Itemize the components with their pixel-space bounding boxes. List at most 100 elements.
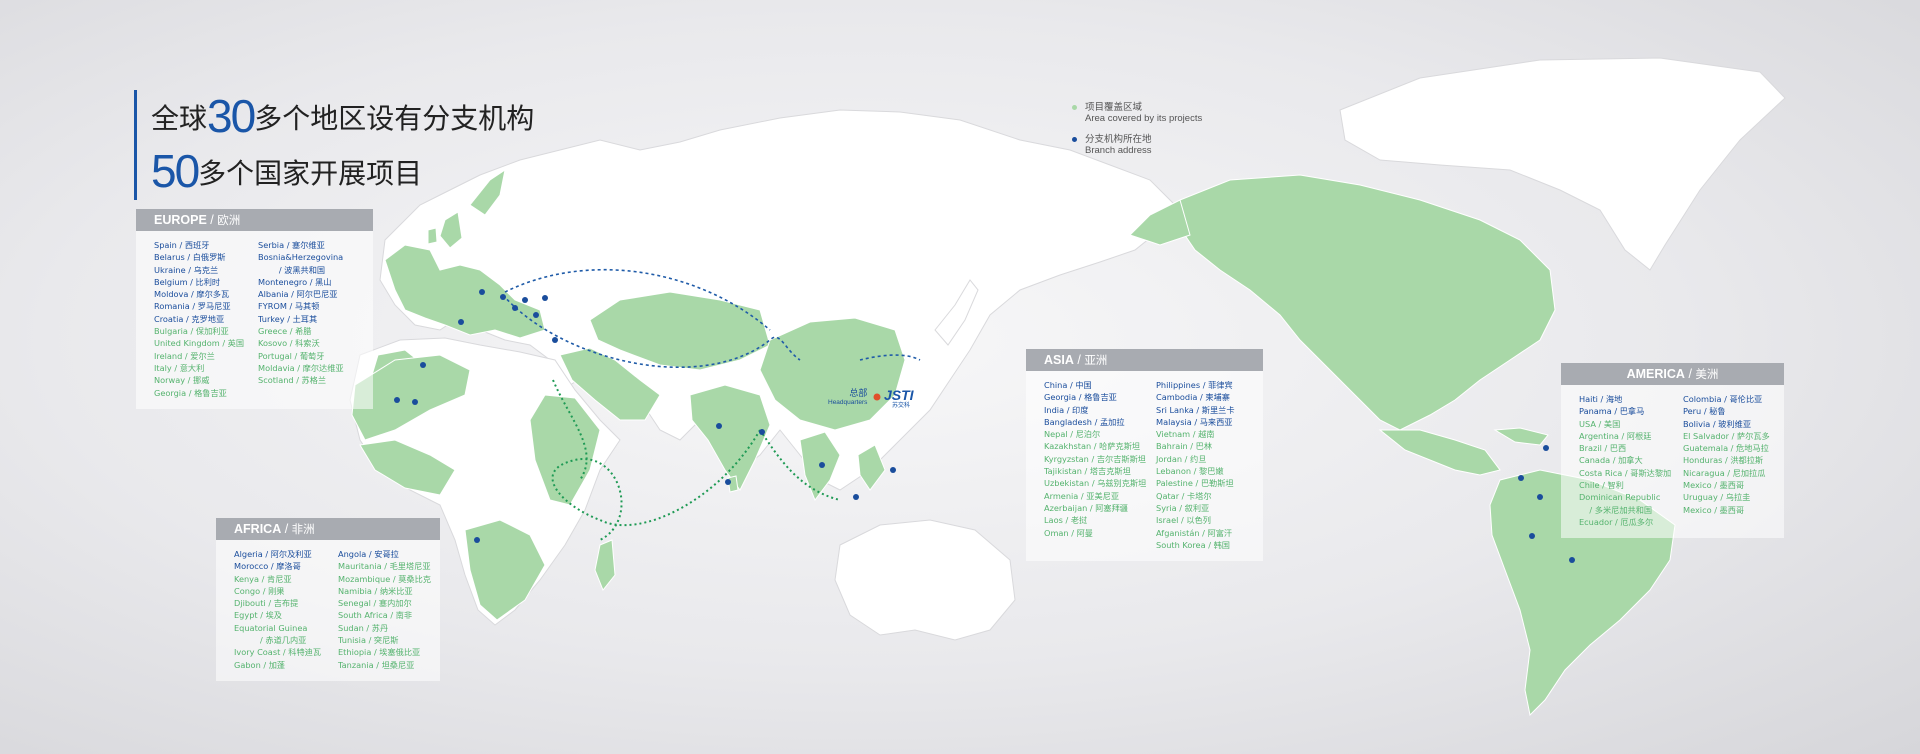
panel-america-title-zh: 美洲	[1695, 367, 1719, 381]
country-item: China / 中国	[1044, 380, 1092, 390]
country-item: Vietnam / 越南	[1156, 429, 1215, 440]
eurasia-landmass	[379, 109, 1176, 491]
country-item: Senegal / 塞内加尔	[338, 598, 412, 609]
country-item: Angola / 安哥拉	[338, 549, 399, 559]
panel-africa-header: AFRICA / 非洲	[216, 518, 440, 540]
coverage-europe	[384, 244, 546, 339]
branch-dot	[853, 494, 859, 500]
branch-dot	[458, 319, 464, 325]
country-item: Canada / 加拿大	[1579, 455, 1643, 466]
country-item: Oman / 阿曼	[1044, 527, 1093, 538]
coverage-china	[759, 317, 906, 431]
country-item: Haiti / 海地	[1579, 394, 1623, 404]
branch-dot	[412, 399, 418, 405]
country-item: Tunisia / 突尼斯	[338, 635, 399, 646]
panel-africa-title-en: AFRICA	[234, 522, 282, 536]
country-item: Albania / 阿尔巴尼亚	[258, 289, 338, 300]
country-item: Armenia / 亚美尼亚	[1044, 490, 1120, 501]
route-india-southeast-asia	[759, 429, 841, 501]
branch-dot	[512, 305, 518, 311]
country-item: / 多米尼加共和国	[1579, 504, 1653, 515]
country-item: Ireland / 爱尔兰	[154, 350, 215, 361]
coverage-uk-ireland	[427, 211, 463, 249]
country-item: Georgia / 格鲁吉亚	[154, 387, 227, 398]
company-logo-sub: 苏交科	[892, 403, 911, 409]
coverage-west-africa	[359, 439, 456, 496]
branch-dot	[552, 337, 558, 343]
country-item: Costa Rica / 哥斯达黎加	[1579, 467, 1672, 478]
headline-line-1: 全球30多个地区设有分支机构	[151, 90, 534, 145]
country-item: Malaysia / 马来西亚	[1156, 416, 1233, 427]
company-logo: JSTI	[884, 387, 914, 403]
greenland-landmass	[1339, 57, 1786, 271]
coverage-central-asia	[589, 291, 771, 371]
country-item: Tajikistan / 塔吉克斯坦	[1044, 466, 1131, 477]
country-item: Argentina / 阿根廷	[1579, 430, 1652, 441]
branch-dot	[725, 479, 731, 485]
country-item: Honduras / 洪都拉斯	[1683, 455, 1764, 466]
africa-col-2: Angola / 安哥拉 Mauritania / 毛里塔尼亚 Mozambique…	[338, 548, 431, 671]
country-item: Belgium / 比利时	[154, 276, 221, 287]
country-item: Djibouti / 吉布提	[234, 598, 299, 609]
country-item: Egypt / 埃及	[234, 610, 282, 621]
country-item: Morocco / 摩洛哥	[234, 561, 301, 572]
country-item: Mexico / 墨西哥	[1683, 504, 1745, 515]
panel-europe: EUROPE / 欧洲 Spain / 西班牙 Belarus / 白俄罗斯 Ukr…	[136, 209, 373, 409]
country-item: Kazakhstan / 哈萨克斯坦	[1044, 441, 1141, 452]
branch-dot	[420, 362, 426, 368]
country-item: Palestine / 巴勒斯坦	[1156, 478, 1234, 489]
country-item: Gabon / 加蓬	[234, 659, 286, 670]
country-item: Qatar / 卡塔尔	[1156, 490, 1212, 501]
region-count: 30	[207, 90, 256, 142]
headquarters-zh: 总部	[849, 388, 868, 398]
country-item: Sri Lanka / 斯里兰卡	[1156, 404, 1235, 415]
legend-branch-zh: 分支机构所在地	[1085, 134, 1152, 145]
panel-america-sep: /	[1688, 367, 1696, 381]
country-item: Norway / 挪威	[154, 375, 210, 386]
country-item: Kenya / 肯尼亚	[234, 573, 292, 584]
australia-landmass	[834, 519, 1016, 641]
panel-europe-header: EUROPE / 欧洲	[136, 209, 373, 231]
country-item: Bulgaria / 保加利亚	[154, 326, 229, 337]
country-item: Belarus / 白俄罗斯	[154, 252, 226, 263]
country-item: Dominican Republic	[1579, 492, 1661, 503]
country-item: Azerbaijan / 阿塞拜疆	[1044, 502, 1128, 513]
legend-covered-en: Area covered by its projects	[1085, 113, 1203, 124]
country-item: Tanzania / 坦桑尼亚	[338, 659, 415, 670]
country-item: Romania / 罗马尼亚	[154, 301, 231, 312]
panel-europe-body: Spain / 西班牙 Belarus / 白俄罗斯 Ukraine / 乌克兰 Be…	[136, 231, 373, 409]
coverage-north-africa	[351, 354, 471, 441]
country-item: Croatia / 克罗地亚	[154, 313, 225, 324]
panel-asia-header: ASIA / 亚洲	[1026, 349, 1263, 371]
route-europe-africa	[552, 379, 588, 481]
country-item: Mexico / 墨西哥	[1683, 480, 1745, 491]
country-item: Georgia / 格鲁吉亚	[1044, 392, 1117, 403]
country-item: Ethiopia / 埃塞俄比亚	[338, 647, 421, 658]
country-item: Uzbekistan / 乌兹别克斯坦	[1044, 478, 1147, 489]
branch-dot	[1529, 533, 1535, 539]
panel-africa-sep: /	[284, 522, 292, 536]
coverage-alaska	[1129, 199, 1191, 246]
country-item: Philippines / 菲律宾	[1156, 380, 1233, 390]
branch-dot	[1537, 494, 1543, 500]
headline-line-2-text: 多个国家开展项目	[198, 157, 423, 190]
country-item: / 赤道几内亚	[234, 635, 307, 646]
country-item: South Africa / 南非	[338, 610, 413, 621]
asia-col-1: China / 中国 Georgia / 格鲁吉亚 India / 印度 Bangla…	[1044, 379, 1156, 551]
panel-america-body: Haiti / 海地 Panama / 巴拿马 USA / 美国 Argentina …	[1561, 385, 1784, 538]
country-item: Moldavia / 摩尔达维亚	[258, 362, 344, 373]
country-item: Congo / 刚果	[234, 585, 285, 596]
country-item: USA / 美国	[1579, 418, 1621, 429]
country-item: Serbia / 塞尔维亚	[258, 240, 325, 250]
map-legend: 项目覆盖区域 Area covered by its projects 分支机构…	[1072, 102, 1202, 166]
country-item: South Korea / 韩国	[1156, 539, 1230, 550]
country-item: Nepal / 尼泊尔	[1044, 429, 1101, 440]
country-item: Kyrgyzstan / 吉尔吉斯斯坦	[1044, 453, 1146, 464]
country-item: Afganistán / 阿富汗	[1156, 527, 1233, 538]
country-item: Guatemala / 危地马拉	[1683, 443, 1769, 454]
headline-line-1-text: 多个地区设有分支机构	[254, 102, 535, 135]
country-item: El Salvador / 萨尔瓦多	[1683, 430, 1770, 441]
headline-line-2: 50多个国家开展项目	[151, 145, 534, 200]
legend-branch-en: Branch address	[1085, 145, 1152, 156]
branch-dot	[1543, 445, 1549, 451]
